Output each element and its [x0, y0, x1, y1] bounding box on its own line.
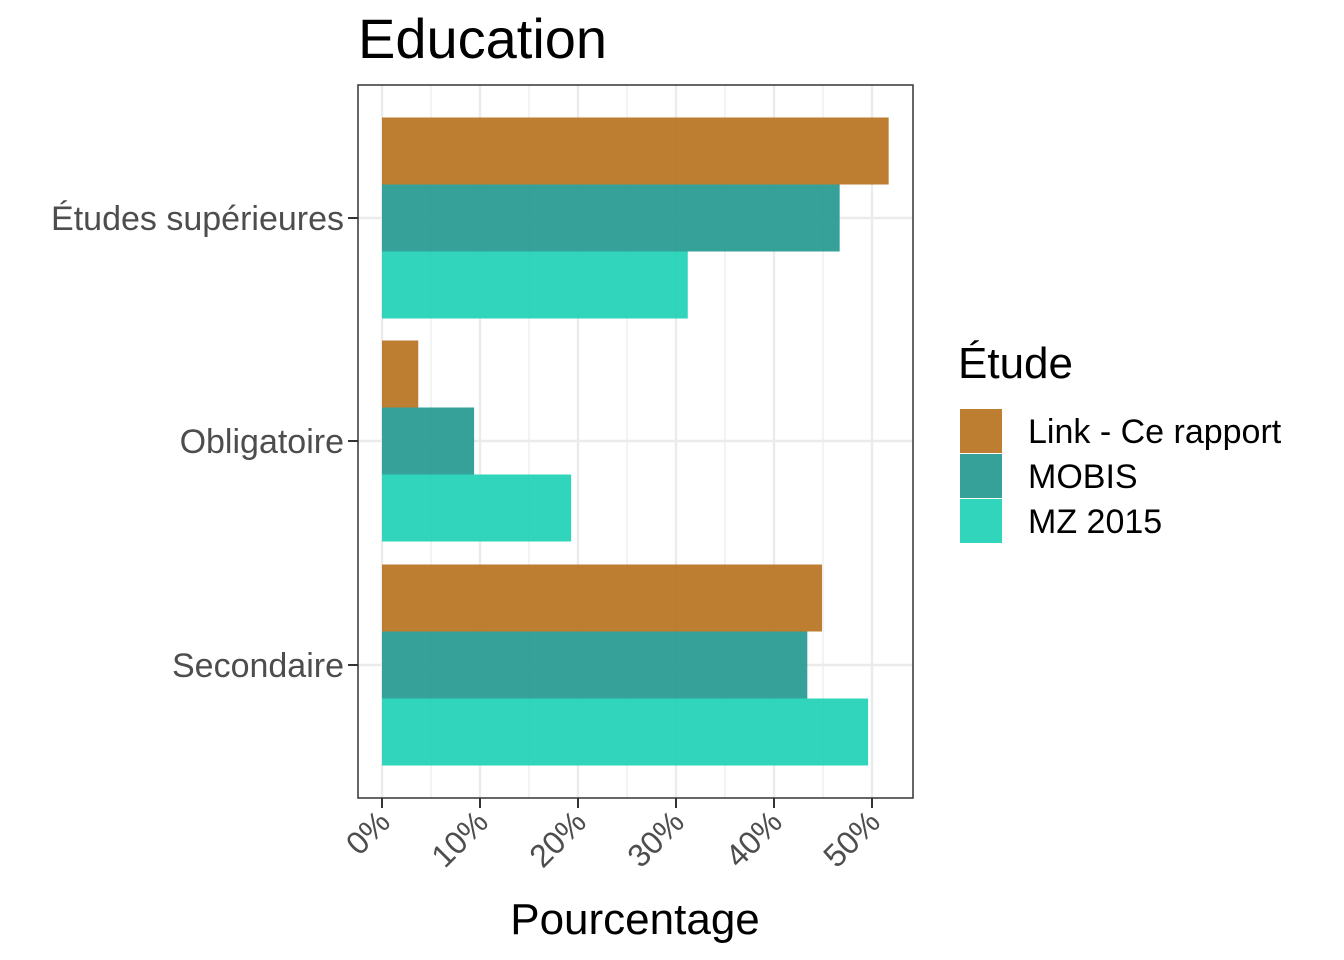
bar-mz-2015 — [382, 698, 869, 766]
category-axis: Études supérieures Obligatoire Secondaire — [51, 200, 358, 685]
legend-key-mz-2015 — [960, 499, 1002, 543]
x-tick-label: 40% — [718, 803, 789, 874]
bar-link-ce-rapport — [382, 340, 419, 408]
legend-key-link-ce-rapport — [960, 409, 1002, 453]
bar-link-ce-rapport — [382, 564, 823, 632]
x-tick-label: 20% — [522, 803, 593, 874]
bar-mz-2015 — [382, 474, 572, 542]
category-label: Secondaire — [172, 647, 344, 685]
category-label: Obligatoire — [180, 423, 344, 461]
x-tick-label: 50% — [816, 803, 887, 874]
category-label: Études supérieures — [51, 200, 344, 238]
bar-mobis — [382, 184, 840, 252]
x-axis: 0% 10% 20% 30% 40% 50% — [339, 798, 887, 874]
chart-title: Education — [358, 7, 607, 70]
bars — [382, 117, 889, 766]
bar-mobis — [382, 407, 475, 475]
legend-key-mobis — [960, 454, 1002, 498]
legend: Étude Link - Ce rapport MOBIS MZ 2015 — [958, 339, 1282, 543]
x-tick-label: 30% — [620, 803, 691, 874]
bar-link-ce-rapport — [382, 117, 889, 185]
x-axis-title: Pourcentage — [510, 895, 760, 944]
legend-label-mobis: MOBIS — [1028, 458, 1138, 496]
x-tick-label: 0% — [339, 803, 397, 861]
legend-title: Étude — [958, 339, 1073, 388]
x-tick-label: 10% — [424, 803, 495, 874]
bar-mobis — [382, 631, 808, 699]
legend-label-link-ce-rapport: Link - Ce rapport — [1028, 413, 1282, 451]
bar-mz-2015 — [382, 251, 688, 319]
legend-label-mz-2015: MZ 2015 — [1028, 503, 1162, 541]
